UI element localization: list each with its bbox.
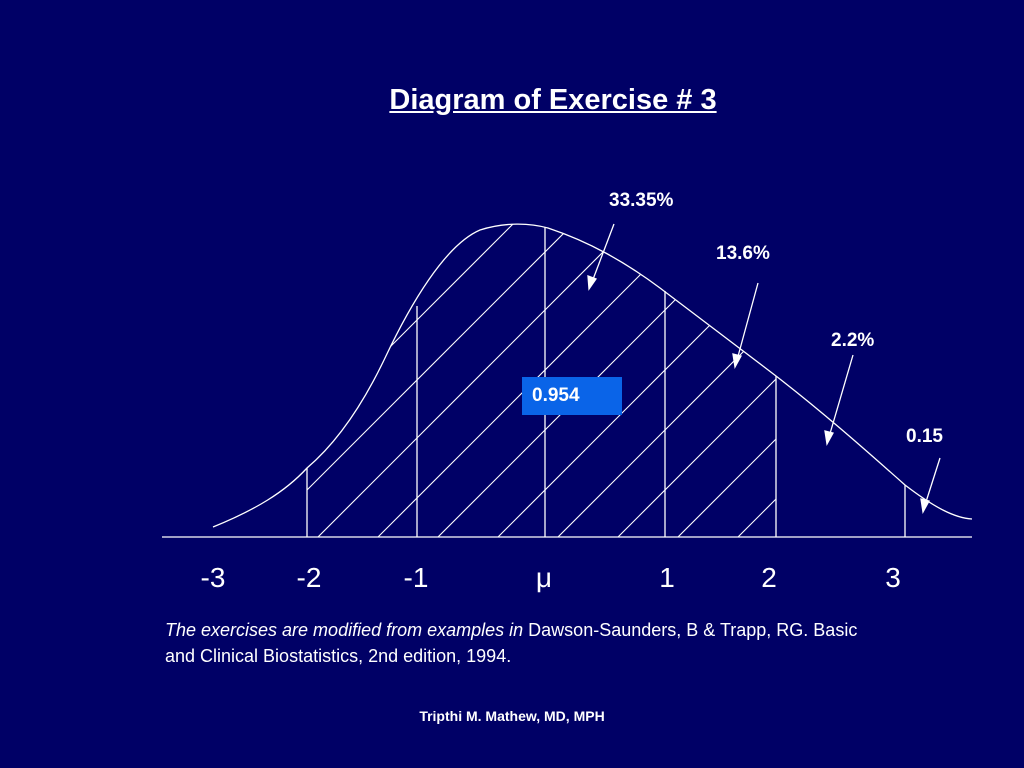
percent-label-1: 33.35% [609,190,674,211]
arrow-3 [828,354,854,438]
percent-label-2: 13.6% [716,243,770,264]
arrow-2 [736,282,759,361]
reference-italic: The exercises are modified from examples… [165,620,524,640]
x-tick-plus1: 1 [659,562,675,593]
arrow-3-head [824,430,834,446]
x-tick-mean: μ [535,562,553,593]
percent-label-4: 0.15 [906,426,943,447]
probability-box: 0.954 [522,377,622,415]
arrow-4 [924,457,941,506]
x-tick-minus3: -3 [200,562,226,593]
x-tick-minus1: -1 [403,562,429,593]
slide-title: Diagram of Exercise # 3 [389,84,717,116]
bell-curve [212,223,973,528]
percent-label-3: 2.2% [831,330,875,351]
reference-citation: Dawson-Saunders, B & Trapp, RG. Basic an… [165,620,858,666]
arrows [587,223,941,514]
x-tick-plus3: 3 [885,562,901,593]
x-tick-plus2: 2 [761,562,777,593]
reference-text: The exercises are modified from examples… [165,617,885,669]
author-credit: Tripthi M. Mathew, MD, MPH [419,708,605,724]
arrow-4-head [920,498,930,514]
arrow-2-head [732,353,742,369]
x-tick-minus2: -2 [296,562,322,593]
arrow-1-head [587,275,598,291]
arrow-1 [591,223,615,283]
hatched-area [307,224,776,538]
